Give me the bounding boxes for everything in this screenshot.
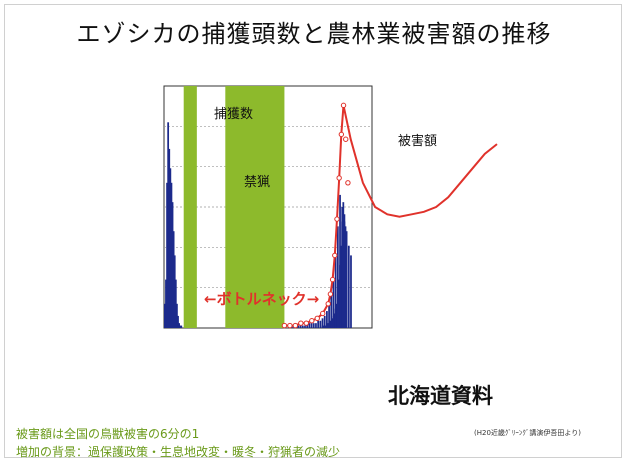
capture-bar xyxy=(310,323,313,328)
damage-markers xyxy=(281,102,351,329)
capture-bar xyxy=(170,182,173,328)
capture-bars xyxy=(164,122,352,328)
damage-marker xyxy=(329,276,336,283)
damage-marker xyxy=(303,320,310,326)
capture-bar xyxy=(297,325,300,328)
capture-bar xyxy=(174,279,177,328)
capture-bar xyxy=(347,245,350,328)
capture-bar xyxy=(336,226,339,328)
capture-bar xyxy=(177,315,179,328)
capture-bar xyxy=(317,320,320,328)
slide-title: エゾシカの捕獲頭数と農林業被害額の推移 xyxy=(76,20,552,48)
damage-marker xyxy=(287,322,293,329)
capture-bar xyxy=(343,221,346,328)
source-label: 北海道資料 xyxy=(388,384,493,408)
capture-bar xyxy=(333,313,336,328)
capture-bar xyxy=(308,323,311,328)
damage-marker xyxy=(334,216,340,222)
capture-bar xyxy=(301,325,304,328)
damage-marker xyxy=(345,180,351,186)
capture-bar xyxy=(169,168,172,328)
capture-bar xyxy=(176,303,178,328)
capture-bar xyxy=(173,255,176,328)
damage-marker xyxy=(309,318,315,324)
capture-bar xyxy=(166,182,168,328)
capture-bar xyxy=(339,194,341,328)
capture-bar xyxy=(340,245,343,328)
capture-bar xyxy=(323,315,326,328)
damage-label: 被害額 xyxy=(398,133,437,149)
capture-bar xyxy=(180,325,183,328)
damage-marker xyxy=(336,175,342,181)
capture-bar xyxy=(165,279,167,328)
damage-marker xyxy=(314,315,320,322)
footer-line-2: 増加の背景：過保護政策・生息地改変・暖冬・狩猟者の減少 xyxy=(16,445,341,459)
capture-bar xyxy=(319,320,322,328)
capture-bar xyxy=(312,323,315,328)
capture-bar xyxy=(329,320,332,328)
capture-bar xyxy=(330,294,333,328)
capture-bar xyxy=(299,325,302,328)
damage-marker xyxy=(343,136,349,142)
footer-line-1: 被害額は全国の鳥獣被害の6分の1 xyxy=(16,427,200,441)
capture-bar xyxy=(178,323,180,328)
damage-marker xyxy=(327,291,334,297)
capture-bar xyxy=(172,231,175,328)
capture-bar xyxy=(331,318,334,328)
capture-bar xyxy=(332,279,335,328)
capture-bar xyxy=(168,148,171,328)
damage-marker xyxy=(338,131,345,138)
damage-marker xyxy=(332,252,338,259)
capture-bar xyxy=(335,303,338,328)
damage-marker xyxy=(325,301,331,307)
damage-marker xyxy=(320,310,326,317)
capture-bar xyxy=(164,303,166,328)
ban-period xyxy=(183,86,197,328)
capture-bar xyxy=(326,311,328,328)
capture-bar xyxy=(334,255,337,328)
capture-bar xyxy=(341,207,344,328)
capture-bar xyxy=(342,202,345,328)
ban-periods xyxy=(183,86,285,328)
damage-marker xyxy=(281,322,288,329)
capture-bar xyxy=(321,318,324,328)
capture-bar xyxy=(167,122,170,328)
capture-bar xyxy=(327,323,329,328)
ban-label: 禁猟 xyxy=(244,175,270,190)
capture-bar xyxy=(324,325,327,328)
capture-bar xyxy=(171,202,174,328)
damage-marker xyxy=(298,320,304,326)
capture-bar xyxy=(304,325,306,328)
bottleneck-label: ←ボトルネック→ xyxy=(204,290,319,308)
capture-bar xyxy=(350,255,352,328)
capture-bar xyxy=(315,323,317,328)
capture-bar xyxy=(179,325,182,328)
capture-bar xyxy=(328,303,330,328)
capture-bar xyxy=(338,279,340,328)
damage-marker xyxy=(292,322,299,329)
source-note: (H20近畿ｸﾞﾘｰﾝｸﾞ講演伊吾田より) xyxy=(474,429,581,437)
capture-bar xyxy=(322,325,325,328)
damage-marker xyxy=(340,102,347,109)
ban-period xyxy=(225,86,285,328)
capture-bar xyxy=(344,226,347,328)
capture-label: 捕獲数 xyxy=(214,106,253,122)
capture-bar xyxy=(345,231,348,328)
